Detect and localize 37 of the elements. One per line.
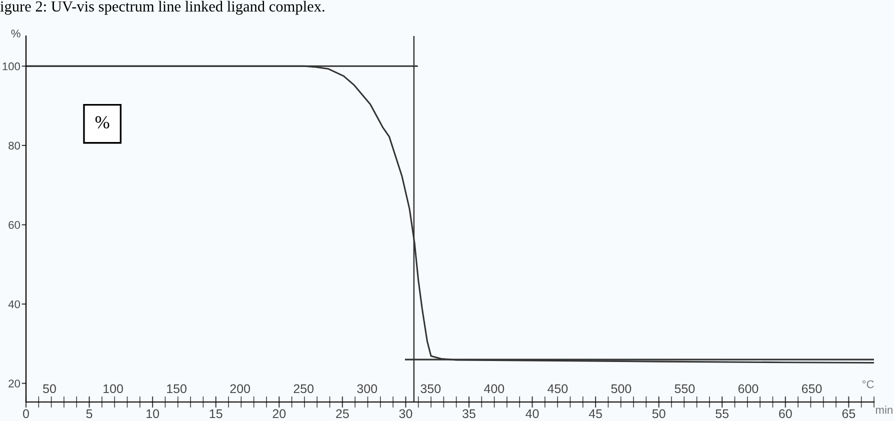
x2-tick-label: 150 (167, 384, 186, 394)
x2-tick-label: 100 (104, 384, 123, 394)
chart-title: igure 2: UV-vis spectrum line linked ligand complex. (0, 0, 324, 15)
x2-tick-label: 350 (420, 384, 441, 394)
x2-tick-label: 250 (294, 384, 314, 394)
y-tick-label: 40 (8, 300, 20, 308)
x-tick-label: 60 (779, 409, 792, 418)
x-tick-label: 0 (23, 409, 29, 418)
y-tick-label: 100 (2, 62, 20, 70)
x2-tick-label: 500 (611, 384, 632, 394)
y-tick-label: 20 (8, 380, 20, 388)
x2-tick-label: 650 (802, 384, 822, 394)
x-tick-label: 25 (336, 409, 349, 418)
x-tick-label: 65 (842, 409, 856, 418)
x2-axis-title: °C (862, 380, 874, 388)
x-tick-label: 45 (588, 409, 602, 418)
x-axis-title: min (876, 406, 892, 414)
x-tick-label: 10 (146, 409, 160, 418)
x2-tick-label: 200 (230, 384, 250, 394)
y-axis-title: % (11, 30, 20, 38)
x2-tick-label: 300 (357, 384, 378, 394)
x-tick-label: 15 (210, 409, 222, 418)
y-tick-label: 60 (8, 221, 20, 229)
x2-tick-label: 50 (43, 384, 56, 394)
x-tick-label: 50 (652, 409, 666, 418)
y-tick-label: 80 (8, 142, 20, 150)
annotation: % (95, 116, 110, 128)
x-tick-label: 30 (399, 409, 412, 418)
x-tick-label: 40 (526, 409, 539, 418)
x-tick-label: 20 (272, 409, 286, 418)
x2-tick-label: 400 (484, 384, 504, 394)
x2-tick-label: 600 (738, 384, 758, 394)
x-tick-label: 35 (462, 409, 476, 418)
x2-tick-label: 450 (548, 384, 568, 394)
x-tick-label: 5 (86, 409, 92, 418)
x2-tick-label: 550 (674, 384, 695, 394)
x-tick-label: 55 (716, 409, 729, 418)
